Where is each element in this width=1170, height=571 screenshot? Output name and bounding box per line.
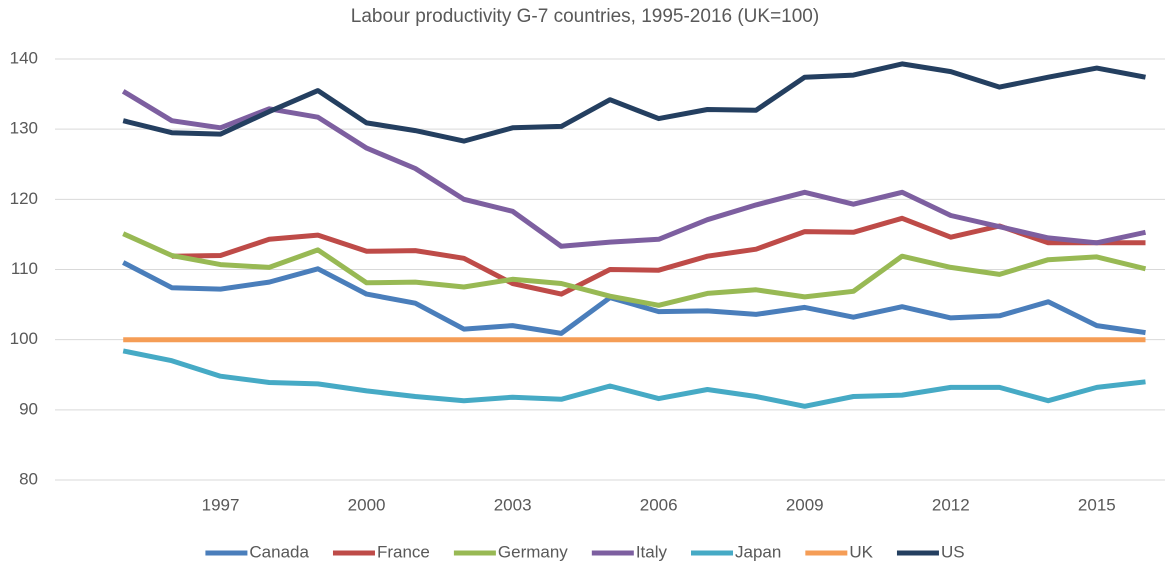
series-line	[122, 61, 1146, 144]
legend-label: France	[377, 542, 430, 561]
x-tick-label: 2006	[640, 495, 678, 514]
x-tick-label: 2003	[494, 495, 532, 514]
y-tick-label: 90	[19, 399, 38, 418]
legend-label: UK	[849, 542, 873, 561]
series-line	[171, 215, 1146, 297]
y-tick-label: 130	[10, 119, 38, 138]
legend-label: Italy	[636, 542, 668, 561]
y-tick-label: 120	[10, 189, 38, 208]
legend-label: Japan	[735, 542, 781, 561]
x-tick-label: 2000	[348, 495, 386, 514]
chart-title: Labour productivity G-7 countries, 1995-…	[351, 6, 819, 27]
x-tick-label: 2009	[786, 495, 824, 514]
y-tick-label: 110	[11, 259, 38, 278]
series-line	[121, 89, 1147, 249]
x-tick-label: 1997	[202, 495, 240, 514]
x-tick-label: 2015	[1078, 495, 1116, 514]
series-line	[122, 348, 1146, 409]
legend-label: US	[941, 542, 965, 561]
legend-label: Canada	[249, 542, 309, 561]
legend-label: Germany	[498, 542, 568, 561]
y-tick-label: 140	[10, 48, 38, 67]
series-line	[122, 231, 1147, 308]
y-tick-label: 100	[10, 329, 38, 348]
x-tick-label: 2012	[932, 495, 970, 514]
series-line	[122, 260, 1146, 336]
y-tick-label: 80	[19, 469, 38, 488]
